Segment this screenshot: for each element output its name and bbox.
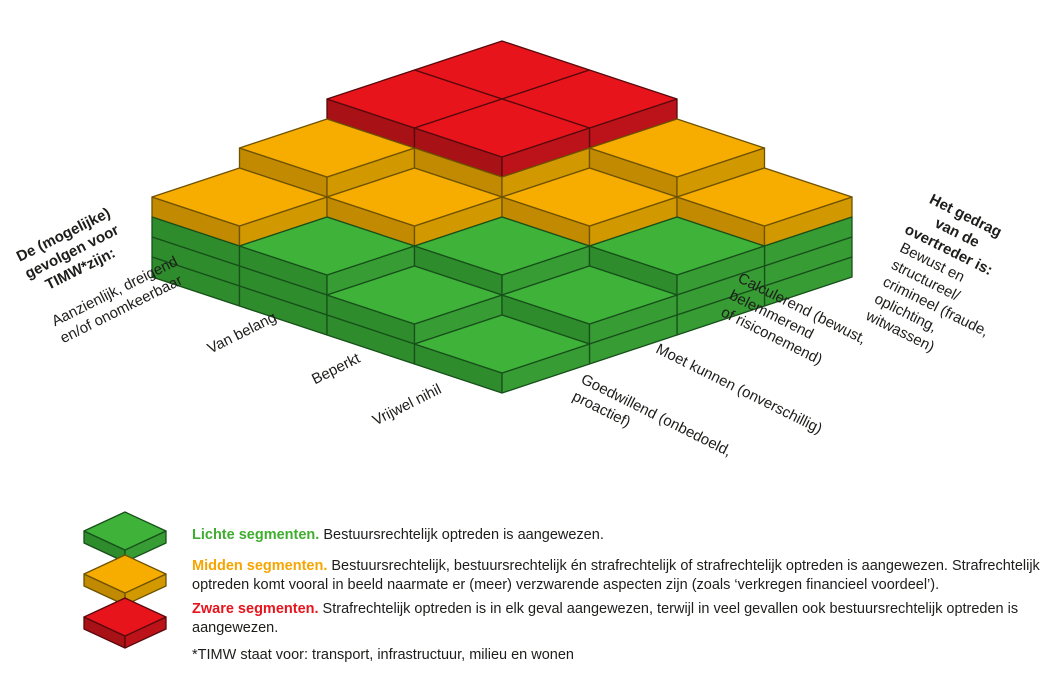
legend-item-midden: Midden segmenten. Bestuursrechtelijk, be… — [192, 557, 1050, 595]
matrix-cell-r1-c2-red — [413, 98, 591, 198]
matrix-cell-r1-c0-green — [238, 216, 416, 336]
legend-title-lichte: Lichte segmenten. — [192, 527, 320, 543]
matrix-cell-r2-c2-orange — [501, 167, 678, 247]
matrix-cell-r3-c1-green — [501, 265, 678, 365]
matrix-cell-r3-c3-orange — [676, 167, 853, 307]
legend-title-zware: Zware segmenten. — [192, 601, 319, 617]
timw-footnote: *TIMW staat voor: transport, infrastruct… — [192, 647, 574, 663]
matrix-cell-r2-c3-orange — [588, 118, 766, 198]
legend-item-lichte: Lichte segmenten. Bestuursrechtelijk opt… — [192, 526, 1050, 545]
matrix-cell-r3-c2-green — [588, 216, 766, 336]
matrix-cell-r2-c1-green — [413, 216, 591, 296]
matrix-cell-r1-c1-orange — [326, 167, 503, 247]
legend-text-midden: Bestuursrechtelijk, bestuursrechtelijk é… — [192, 558, 1040, 593]
legend-title-midden: Midden segmenten. — [192, 558, 328, 574]
matrix-cell-r0-c0-orange — [151, 167, 328, 307]
legend-text-lichte: Bestuursrechtelijk optreden is aangeweze… — [323, 527, 604, 543]
matrix-cell-r2-c0-green — [326, 265, 503, 365]
legend-icon-red — [83, 597, 167, 649]
matrix-cell-r3-c0-green — [413, 314, 591, 394]
legend-icon-green — [83, 511, 167, 563]
legend-icon-orange — [83, 554, 167, 606]
legend-text-zware: Strafrechtelijk optreden is in elk geval… — [192, 601, 1019, 636]
legend-item-zware: Zware segmenten. Strafrechtelijk optrede… — [192, 600, 1050, 638]
